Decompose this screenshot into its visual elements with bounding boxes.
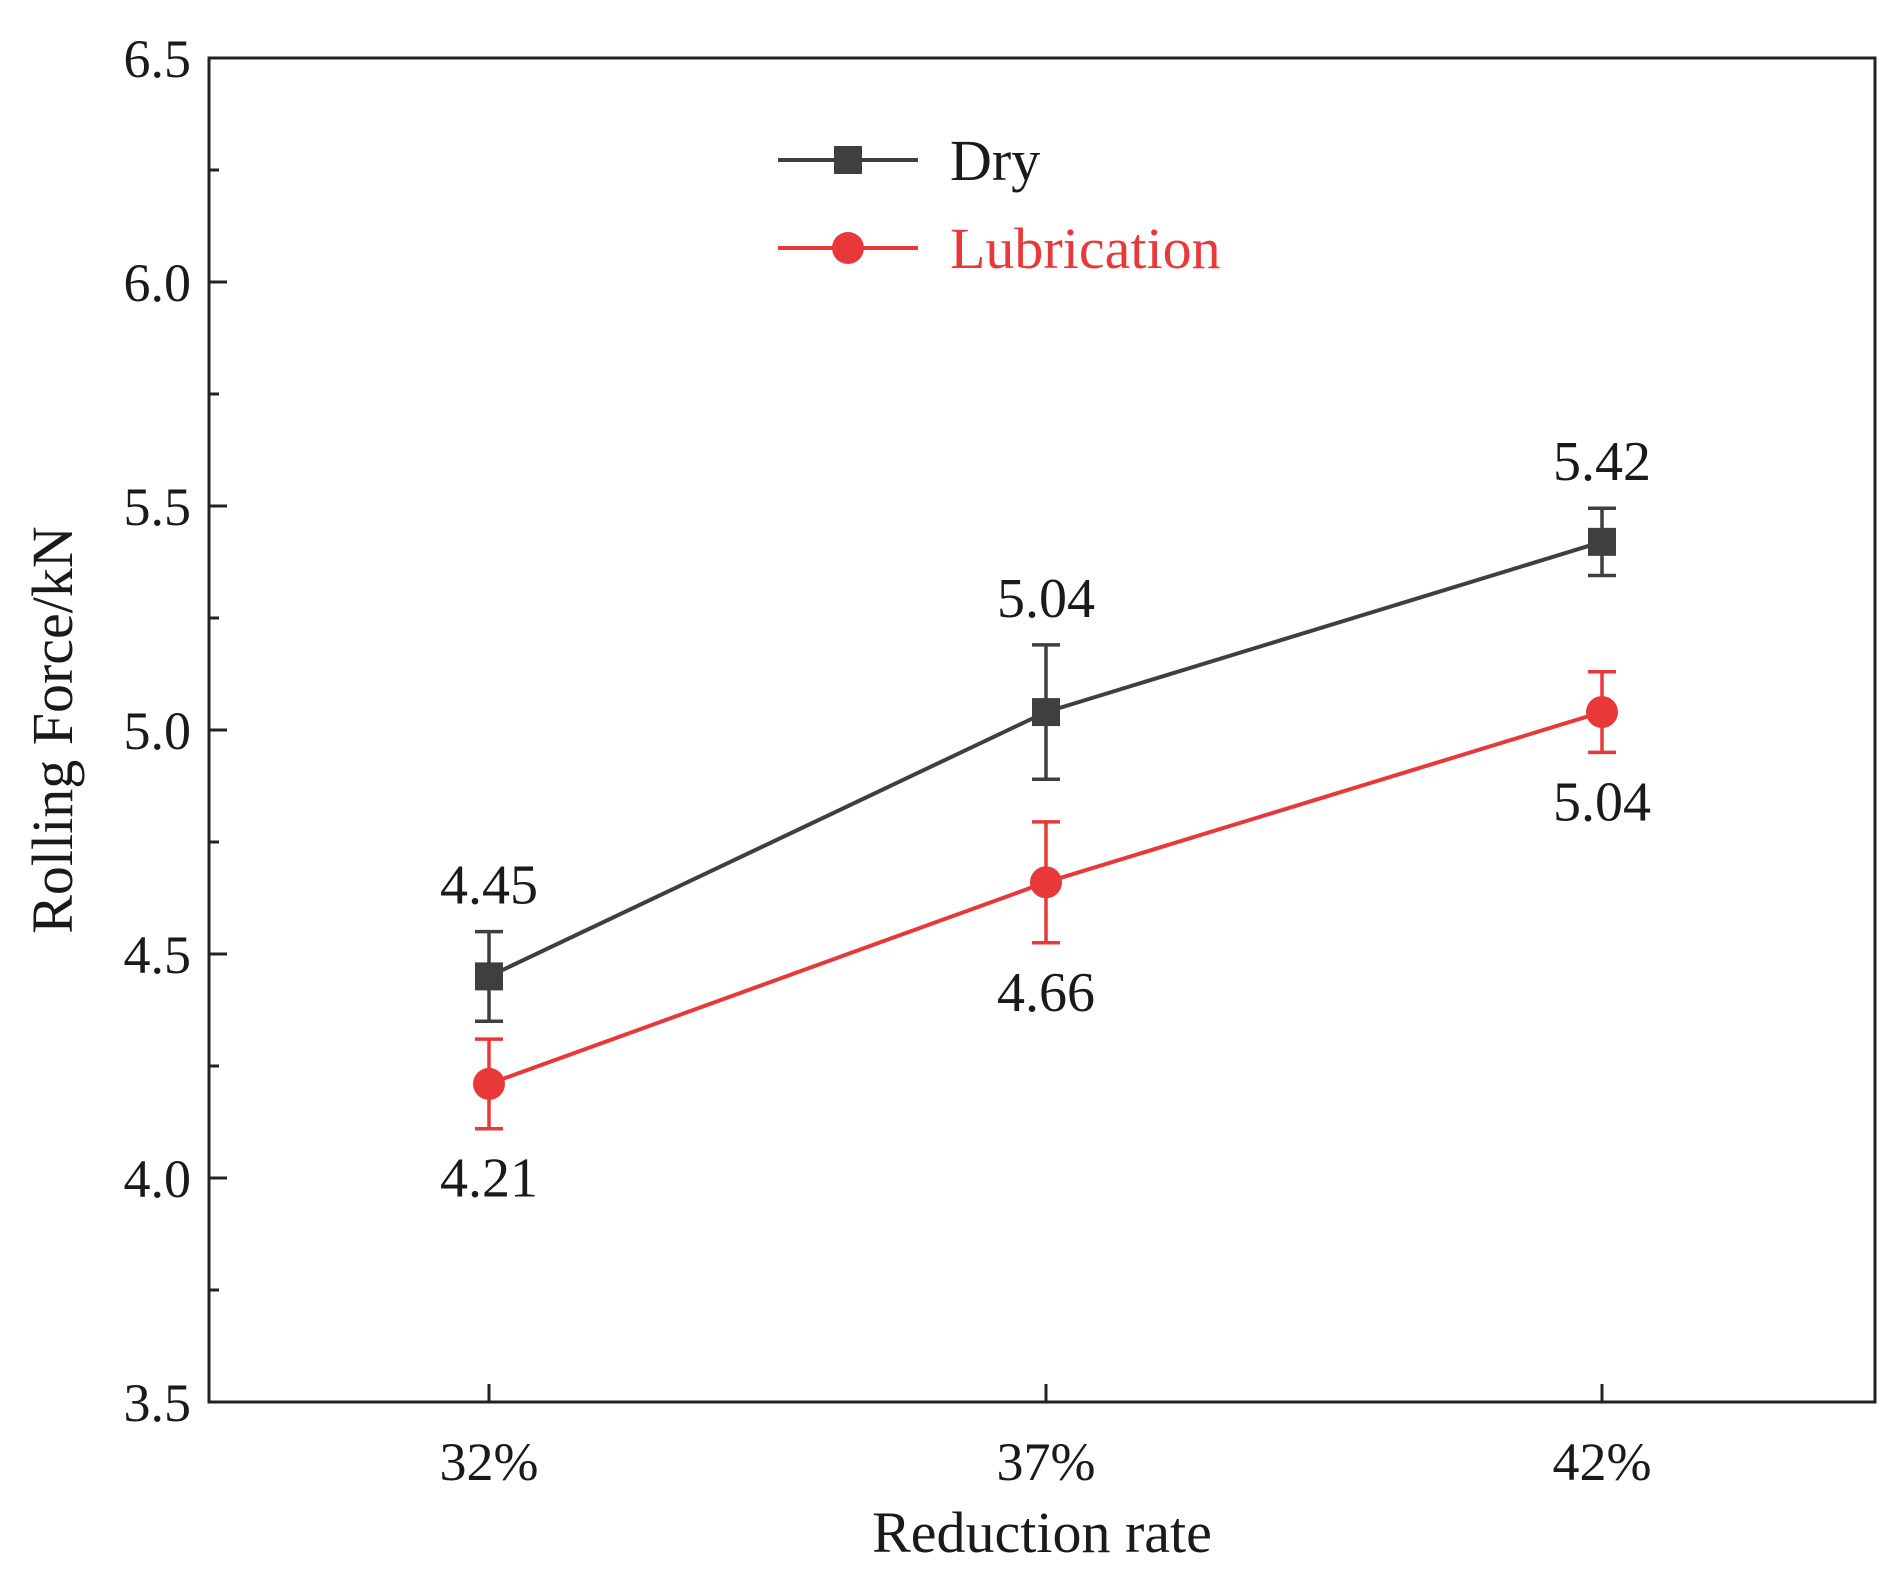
legend: Dry Lubrication xyxy=(778,128,1221,281)
data-point-square xyxy=(1032,698,1060,727)
y-tick-label: 4.5 xyxy=(124,925,192,985)
y-tick-label: 6.0 xyxy=(124,253,192,313)
data-point-circle xyxy=(1030,866,1062,899)
data-label: 4.21 xyxy=(440,1148,538,1210)
y-tick-label: 3.5 xyxy=(124,1373,192,1433)
legend-marker-circle xyxy=(832,232,864,264)
data-label: 5.42 xyxy=(1553,431,1651,493)
data-point-square xyxy=(1588,527,1616,556)
y-tick-label: 5.0 xyxy=(124,701,192,761)
y-tick-label: 4.0 xyxy=(124,1149,192,1209)
y-tick-label: 6.5 xyxy=(124,29,192,89)
data-label: 5.04 xyxy=(997,568,1095,630)
data-point-circle xyxy=(1586,696,1618,729)
y-tick-label: 5.5 xyxy=(124,477,192,537)
x-tick-label: 37% xyxy=(997,1432,1096,1492)
x-tick-label: 42% xyxy=(1553,1432,1652,1492)
y-axis-label: Rolling Force/kN xyxy=(20,526,85,934)
data-label: 5.04 xyxy=(1553,771,1651,833)
legend-label: Lubrication xyxy=(950,216,1221,281)
x-axis-label: Reduction rate xyxy=(872,1500,1212,1565)
legend-label: Dry xyxy=(950,128,1040,193)
data-point-square xyxy=(475,962,503,991)
series-lubrication: 4.21 4.66 5.04 xyxy=(440,670,1651,1210)
data-point-circle xyxy=(473,1067,505,1100)
series-dry: 4.45 5.04 5.42 xyxy=(440,431,1651,1023)
data-label: 4.66 xyxy=(997,962,1095,1024)
legend-item-lubrication: Lubrication xyxy=(778,216,1221,281)
legend-marker-square xyxy=(834,146,862,174)
legend-item-dry: Dry xyxy=(778,128,1040,193)
x-tick-label: 32% xyxy=(440,1432,539,1492)
data-label: 4.45 xyxy=(440,855,538,917)
